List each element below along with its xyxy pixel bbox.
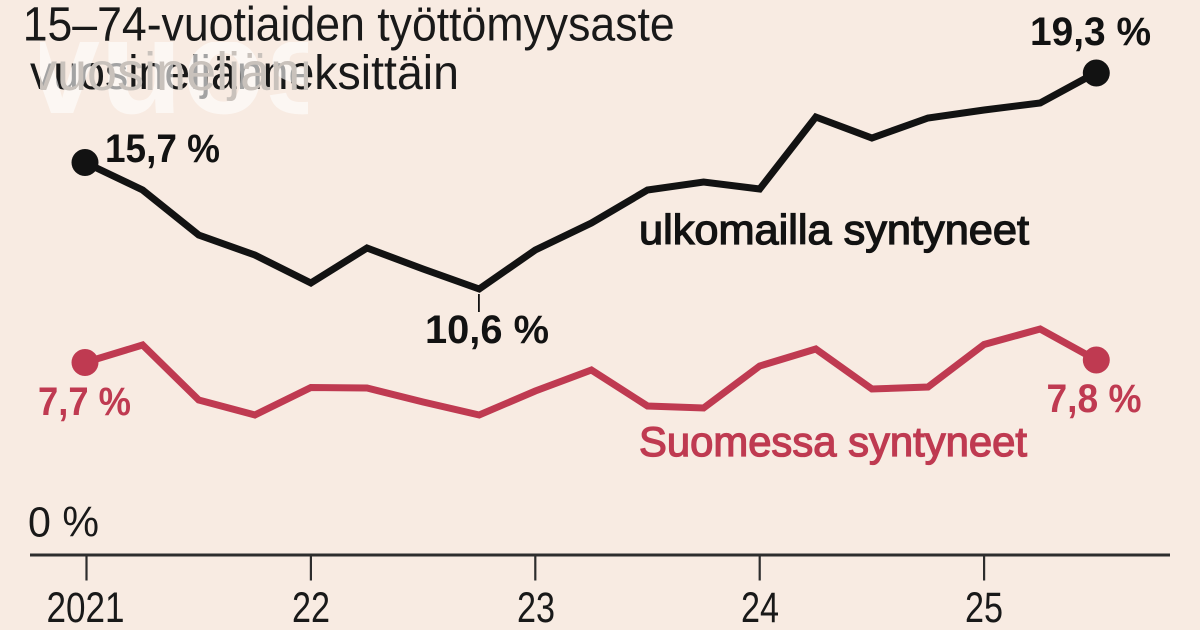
svg-text:10,6 %: 10,6 % — [425, 308, 549, 352]
svg-text:2021: 2021 — [47, 584, 125, 630]
svg-text:15–74-vuotiaiden työttömyysast: 15–74-vuotiaiden työttömyysaste — [23, 0, 675, 52]
svg-text:25: 25 — [965, 584, 1003, 630]
svg-text:ulkomailla syntyneet: ulkomailla syntyneet — [639, 206, 1029, 253]
svg-text:vuosinelj: vuosinelj — [25, 0, 610, 142]
svg-text:7,8 %: 7,8 % — [1047, 377, 1142, 421]
svg-text:19,3 %: 19,3 % — [1030, 10, 1151, 54]
svg-text:vuosineljänneksittäin: vuosineljänneksittäin — [30, 42, 528, 102]
svg-text:7,7 %: 7,7 % — [38, 380, 131, 424]
svg-text:22: 22 — [292, 584, 330, 630]
svg-text:0 %: 0 % — [28, 499, 99, 547]
svg-text:23: 23 — [517, 584, 555, 630]
svg-text:vuosineljänneksittäin: vuosineljänneksittäin — [30, 47, 459, 100]
svg-text:24: 24 — [741, 584, 779, 630]
svg-text:Suomessa syntyneet: Suomessa syntyneet — [639, 418, 1027, 465]
svg-text:15,7 %: 15,7 % — [105, 127, 220, 171]
